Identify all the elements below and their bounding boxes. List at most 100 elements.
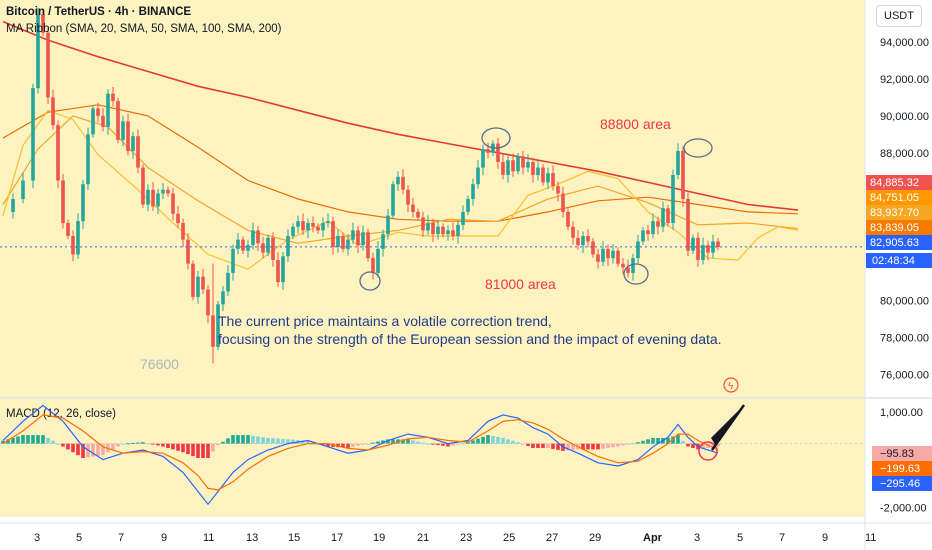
macd-histogram-bar xyxy=(66,443,70,450)
candle-body xyxy=(586,235,590,242)
price-axis-tick: 94,000.00 xyxy=(880,37,929,49)
candle-body xyxy=(81,184,85,222)
candle-body xyxy=(716,241,720,248)
symbol-title[interactable]: Bitcoin / TetherUS · 4h · BINANCE xyxy=(6,6,192,18)
candle-body xyxy=(541,167,545,183)
time-axis-tick: 21 xyxy=(417,532,429,544)
macd-histogram-bar xyxy=(256,436,260,444)
macd-histogram-bar xyxy=(36,435,40,444)
price-label-box xyxy=(866,205,932,220)
macd-histogram-bar xyxy=(441,443,445,446)
macd-histogram-bar xyxy=(621,443,625,446)
macd-histogram-bar xyxy=(321,443,325,446)
candle-body xyxy=(236,239,240,249)
candle-body xyxy=(621,263,625,268)
time-axis-tick: 7 xyxy=(779,532,785,544)
macd-histogram-bar xyxy=(246,435,250,444)
macd-histogram-bar xyxy=(526,443,530,447)
candle-body xyxy=(301,221,305,231)
candle-body xyxy=(231,248,235,273)
macd-value-box xyxy=(872,446,932,461)
currency-button[interactable]: USDT xyxy=(876,5,922,27)
candle-body xyxy=(161,189,165,194)
macd-histogram-bar xyxy=(651,437,655,444)
macd-histogram-bar xyxy=(186,443,190,455)
macd-histogram-bar xyxy=(241,435,245,444)
candle-body xyxy=(246,245,250,251)
macd-title: MACD (12, 26, close) xyxy=(6,408,116,420)
candle-body xyxy=(511,160,515,172)
candle-body xyxy=(466,199,470,212)
macd-histogram-bar xyxy=(551,443,555,449)
macd-histogram-bar xyxy=(146,443,150,445)
candle-body xyxy=(351,230,355,240)
macd-histogram-bar xyxy=(391,439,395,444)
macd-histogram-bar xyxy=(346,443,350,448)
candle-body xyxy=(386,215,390,235)
time-axis-tick: 29 xyxy=(589,532,601,544)
candle-body xyxy=(251,230,255,246)
macd-histogram-bar xyxy=(646,439,650,444)
time-axis-tick: 9 xyxy=(161,532,167,544)
candle-body xyxy=(616,250,620,264)
macd-histogram-bar xyxy=(351,443,355,447)
annotation-76600: 76600 xyxy=(140,356,179,372)
candle-body xyxy=(471,184,475,199)
macd-histogram-bar xyxy=(686,443,690,447)
macd-histogram-bar xyxy=(421,442,425,444)
candle-body xyxy=(286,235,290,257)
time-axis-tick: 3 xyxy=(694,532,700,544)
macd-value-label: −199.63 xyxy=(880,463,920,475)
price-label: 84,751.05 xyxy=(870,192,919,204)
macd-histogram-bar xyxy=(691,443,695,448)
candle-body xyxy=(226,272,230,292)
macd-value-label: −295.46 xyxy=(880,478,920,490)
candle-body xyxy=(311,223,315,227)
macd-histogram-bar xyxy=(71,443,75,453)
macd-histogram-bar xyxy=(381,440,385,444)
macd-histogram-bar xyxy=(206,443,210,458)
candle-body xyxy=(121,121,125,140)
macd-histogram-bar xyxy=(506,439,510,444)
candle-body xyxy=(326,221,330,224)
candle-body xyxy=(91,108,95,135)
macd-histogram-bar xyxy=(556,443,560,450)
candle-body xyxy=(576,237,580,246)
macd-histogram-bar xyxy=(536,443,540,448)
macd-histogram-bar xyxy=(216,443,220,446)
macd-cross-circle xyxy=(698,441,718,461)
candle-body xyxy=(11,199,15,212)
macd-histogram-bar xyxy=(281,438,285,444)
candle-body xyxy=(261,243,265,253)
candle-body xyxy=(206,289,210,316)
macd-histogram-bar xyxy=(31,435,35,444)
macd-histogram-bar xyxy=(76,443,80,456)
candle-body xyxy=(291,226,295,236)
candle-body xyxy=(316,226,320,231)
candle-body xyxy=(106,93,110,127)
candle-body xyxy=(601,248,605,262)
macd-histogram-bar xyxy=(341,443,345,448)
macd-histogram-bar xyxy=(161,443,165,447)
candle-body xyxy=(546,173,550,183)
macd-histogram-bar xyxy=(461,443,465,445)
candle-body xyxy=(531,162,535,175)
macd-histogram-bar xyxy=(386,439,390,444)
candle-body xyxy=(346,239,350,249)
macd-histogram-bar xyxy=(481,436,485,444)
macd-histogram-bar xyxy=(436,443,440,446)
macd-histogram-bar xyxy=(156,443,160,446)
ma-ribbon-legend[interactable]: MA Ribbon (SMA, 20, SMA, 50, SMA, 100, S… xyxy=(6,23,282,35)
candle-body xyxy=(626,267,630,273)
macd-histogram-bar xyxy=(16,436,20,444)
candle-body xyxy=(606,248,610,259)
candle-body xyxy=(686,199,690,251)
circle-low-2 xyxy=(623,263,649,285)
macd-histogram-bar xyxy=(91,443,95,457)
macd-histogram-bar xyxy=(6,439,10,444)
macd-histogram-bar xyxy=(616,443,620,447)
candle-body xyxy=(31,88,35,181)
candle-body xyxy=(641,230,645,242)
